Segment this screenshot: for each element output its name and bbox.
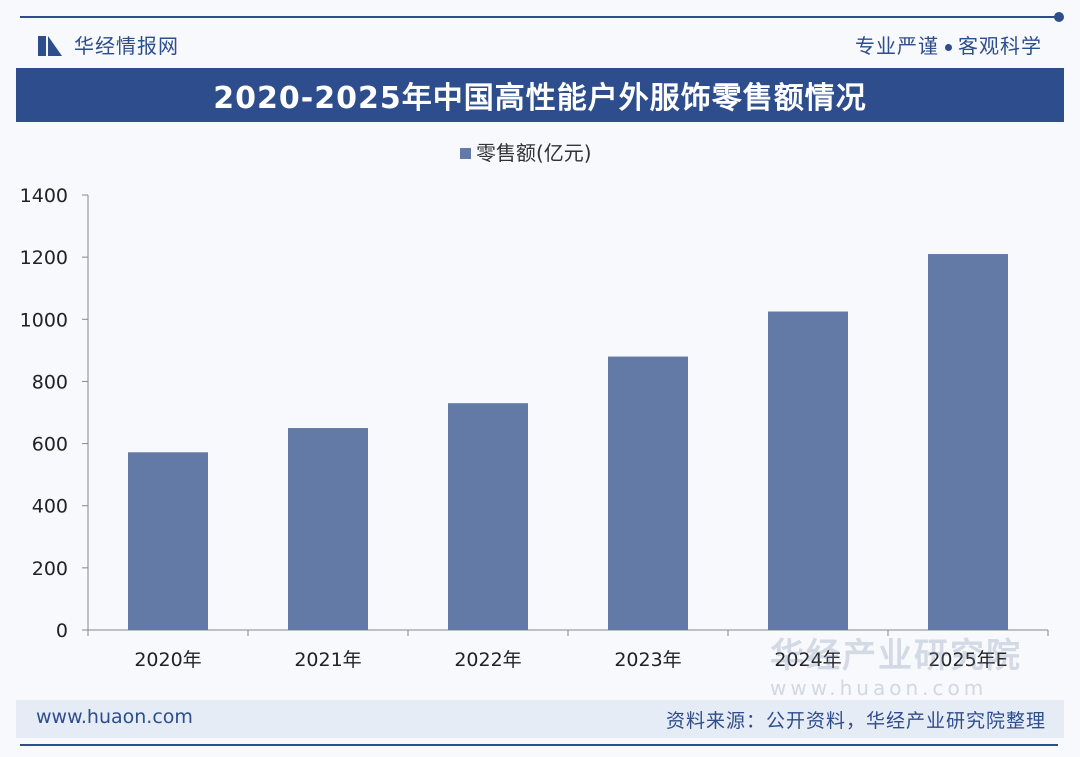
bar [608,356,688,630]
legend-label: 零售额(亿元) [476,141,592,165]
footer-source: 资料来源：公开资料，华经产业研究院整理 [665,710,1046,732]
footer-url: www.huaon.com [36,706,193,728]
y-tick-label: 1000 [20,309,68,331]
bottom-rule [20,744,1058,746]
bar [288,428,368,630]
title-bar: 2020-2025年中国高性能户外服饰零售额情况 [16,68,1064,122]
x-tick-label: 2022年 [454,649,521,671]
y-tick-label: 1400 [20,185,68,207]
y-tick-label: 1200 [20,247,68,269]
x-tick-label: 2025年E [928,649,1007,671]
slogan-left: 专业严谨 [855,34,939,58]
bar [768,311,848,630]
top-rule-dot [1054,12,1064,22]
slogan: 专业严谨 客观科学 [855,30,1042,59]
y-tick-label: 600 [32,434,68,456]
top-rule [20,16,1058,18]
legend-swatch [460,148,471,159]
bar [128,452,208,630]
logo-icon [38,34,64,56]
logo-text: 华经情报网 [74,34,179,58]
brand-logo: 华经情报网 [38,30,179,59]
slogan-dot-icon [945,44,952,51]
bar [928,254,1008,630]
y-tick-label: 0 [56,620,68,642]
y-tick-label: 200 [32,558,68,580]
bar-chart: 零售额(亿元) 0 200 400 600 800 1000 1200 1400 2020年 202… [20,141,1049,671]
bar [448,403,528,630]
x-tick-label: 2024年 [774,649,841,671]
watermark-brand: 华经产业研究院 [770,636,1022,676]
x-tick-label: 2021年 [294,649,361,671]
slogan-right: 客观科学 [958,34,1042,58]
y-tick-label: 400 [32,496,68,518]
y-tick-label: 800 [32,371,68,393]
watermark-url: www.huaon.com [770,676,988,700]
footer-bar [16,700,1064,738]
x-tick-label: 2020年 [134,649,201,671]
chart-title: 2020-2025年中国高性能户外服饰零售额情况 [213,81,867,116]
x-tick-label: 2023年 [614,649,681,671]
